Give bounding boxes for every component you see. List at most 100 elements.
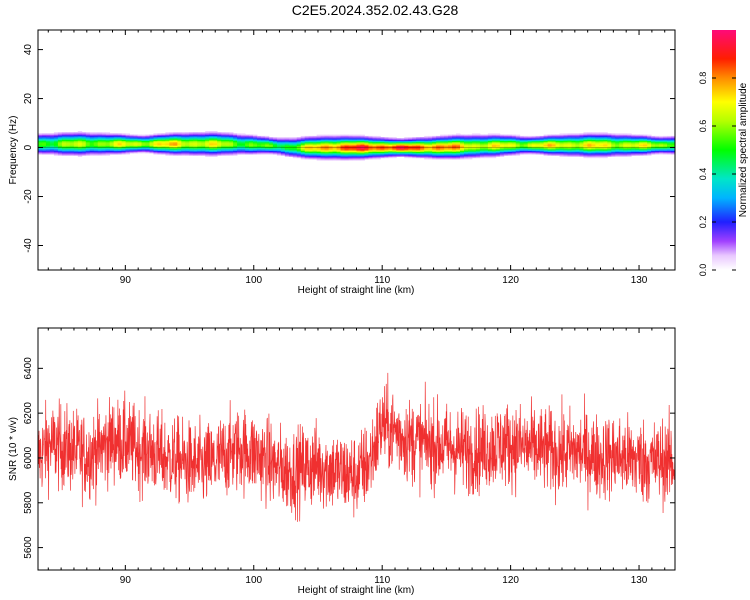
- heatmap-cell: [615, 133, 620, 135]
- heatmap-cell: [416, 139, 421, 142]
- heatmap-cell: [416, 140, 421, 143]
- heatmap-cell: [53, 140, 59, 143]
- heatmap-cell: [595, 134, 600, 137]
- heatmap-cell: [38, 145, 43, 148]
- heatmap-cell: [567, 138, 572, 140]
- heatmap-cell: [233, 140, 238, 143]
- heatmap-cell: [444, 149, 449, 151]
- heatmap-cell: [412, 143, 417, 145]
- heatmap-cell: [420, 137, 425, 139]
- heatmap-cell: [611, 145, 616, 148]
- heatmap-cell: [324, 155, 330, 157]
- heatmap-cell: [221, 150, 226, 153]
- heatmap-cell: [252, 142, 258, 144]
- heatmap-cell: [284, 142, 290, 144]
- heatmap-cell: [655, 143, 660, 145]
- heatmap-cell: [161, 153, 166, 155]
- heatmap-cell: [380, 148, 385, 150]
- heatmap-cell: [408, 155, 413, 157]
- heatmap-cell: [260, 149, 266, 151]
- heatmap-cell: [408, 142, 413, 144]
- heatmap-cell: [109, 151, 115, 154]
- heatmap-cell: [603, 137, 608, 139]
- heatmap-cell: [527, 135, 533, 138]
- heatmap-cell: [193, 145, 198, 148]
- heatmap-cell: [177, 133, 182, 135]
- heatmap-cell: [328, 140, 334, 143]
- heatmap-cell: [539, 149, 545, 151]
- heatmap-cell: [444, 151, 449, 154]
- heatmap-cell: [412, 144, 417, 146]
- heatmap-cell: [527, 142, 533, 144]
- heatmap-cell: [332, 139, 337, 142]
- heatmap-cell: [49, 151, 55, 154]
- heatmap-cell: [157, 145, 162, 148]
- heatmap-cell: [41, 149, 47, 151]
- heatmap-cell: [491, 143, 497, 145]
- heatmap-cell: [272, 150, 278, 153]
- heatmap-cell: [479, 142, 485, 144]
- heatmap-cell: [125, 137, 130, 139]
- heatmap-cell: [225, 140, 230, 143]
- heatmap-cell: [384, 138, 389, 140]
- heatmap-cell: [336, 143, 341, 145]
- heatmap-cell: [643, 134, 648, 137]
- heatmap-cell: [463, 144, 469, 146]
- heatmap-cell: [436, 157, 441, 160]
- heatmap-cell: [300, 137, 306, 139]
- heatmap-cell: [515, 144, 521, 146]
- heatmap-cell: [304, 157, 310, 160]
- heatmap-cell: [328, 153, 334, 155]
- heatmap-cell: [440, 139, 445, 142]
- heatmap-cell: [436, 138, 441, 140]
- heatmap-cell: [324, 135, 330, 138]
- heatmap-cell: [535, 143, 541, 145]
- heatmap-cell: [113, 139, 119, 142]
- heatmap-cell: [495, 145, 501, 148]
- heatmap-cell: [456, 135, 461, 138]
- heatmap-cell: [519, 138, 525, 140]
- x-tick-label: 90: [120, 575, 132, 586]
- heatmap-cell: [460, 140, 465, 143]
- heatmap-cell: [559, 133, 564, 135]
- heatmap-cell: [209, 137, 214, 139]
- heatmap-cell: [229, 142, 234, 144]
- heatmap-cell: [571, 145, 576, 148]
- heatmap-cell: [157, 144, 162, 146]
- snr-series-line: [38, 372, 675, 522]
- heatmap-cell: [499, 137, 505, 139]
- heatmap-cell: [280, 153, 286, 155]
- heatmap-cell: [575, 149, 580, 151]
- heatmap-cell: [93, 153, 99, 155]
- heatmap-cell: [555, 149, 560, 151]
- heatmap-cell: [663, 151, 668, 154]
- heatmap-cell: [631, 145, 636, 148]
- heatmap-cell: [296, 148, 302, 150]
- heatmap-cell: [663, 153, 668, 155]
- heatmap-cell: [639, 144, 644, 146]
- heatmap-cell: [213, 145, 218, 148]
- heatmap-cell: [233, 154, 238, 156]
- heatmap-cell: [145, 134, 150, 137]
- heatmap-cell: [85, 148, 91, 150]
- heatmap-cell: [404, 138, 409, 140]
- heatmap-cell: [213, 134, 218, 137]
- heatmap-cell: [392, 144, 397, 146]
- heatmap-cell: [268, 144, 274, 146]
- heatmap-cell: [161, 134, 166, 137]
- heatmap-cell: [49, 137, 55, 139]
- heatmap-cell: [384, 145, 389, 148]
- heatmap-cell: [440, 156, 445, 159]
- heatmap-cell: [535, 145, 541, 148]
- heatmap-cell: [57, 142, 63, 144]
- heatmap-cell: [177, 144, 182, 146]
- heatmap-cell: [348, 139, 353, 142]
- heatmap-cell: [38, 139, 43, 142]
- heatmap-cell: [85, 149, 91, 151]
- heatmap-cell: [217, 149, 222, 151]
- heatmap-cell: [595, 154, 600, 156]
- heatmap-cell: [543, 151, 548, 154]
- heatmap-cell: [165, 137, 170, 139]
- heatmap-cell: [479, 140, 485, 143]
- heatmap-cell: [376, 139, 381, 142]
